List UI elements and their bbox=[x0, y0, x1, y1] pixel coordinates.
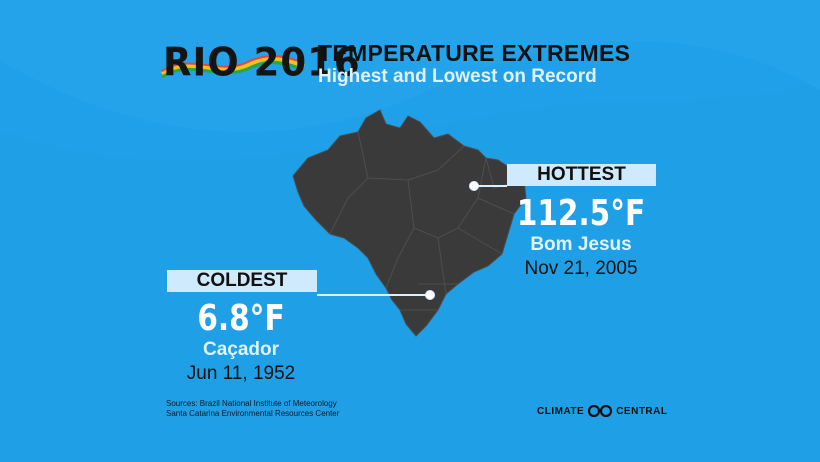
page-subtitle: Highest and Lowest on Record bbox=[318, 66, 597, 87]
brand-word-central: CENTRAL bbox=[616, 405, 668, 417]
sources-note: Sources: Brazil National Institute of Me… bbox=[166, 399, 339, 419]
hottest-location-dot bbox=[469, 181, 479, 191]
coldest-leader-line bbox=[317, 294, 428, 296]
sources-line-1: Sources: Brazil National Institute of Me… bbox=[166, 399, 337, 408]
brazil-map bbox=[292, 109, 527, 337]
hottest-date: Nov 21, 2005 bbox=[524, 258, 638, 279]
brand-word-climate: CLIMATE bbox=[537, 405, 585, 417]
hottest-temperature: 112.5°F bbox=[516, 193, 646, 234]
rio-2016-logo: RIO 2016 bbox=[163, 39, 361, 86]
page-title: TEMPERATURE EXTREMES bbox=[318, 40, 631, 66]
hottest-location: Bom Jesus bbox=[530, 234, 632, 255]
climate-central-logo: CLIMATE CENTRAL bbox=[537, 405, 667, 417]
coldest-date: Jun 11, 1952 bbox=[186, 363, 296, 384]
hottest-leader-line bbox=[475, 185, 507, 187]
hottest-label: HOTTEST bbox=[507, 164, 656, 186]
sources-line-2: Santa Catarina Environmental Resources C… bbox=[166, 409, 340, 418]
coldest-label: COLDEST bbox=[167, 270, 317, 292]
coldest-location-dot bbox=[425, 290, 435, 300]
logo-ribbon bbox=[160, 55, 305, 79]
coldest-location: Caçador bbox=[202, 339, 280, 360]
coldest-temperature: 6.8°F bbox=[197, 298, 285, 339]
climate-central-mark-icon bbox=[588, 405, 613, 417]
